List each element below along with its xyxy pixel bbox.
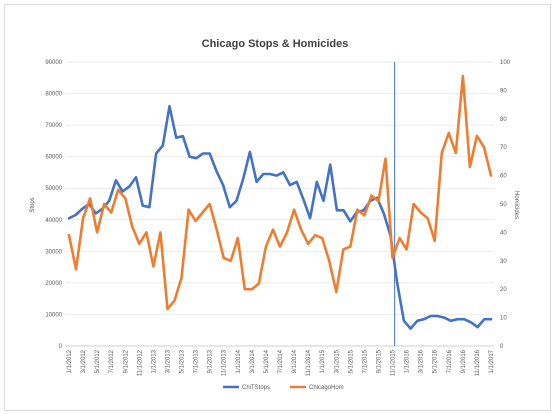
x-tick-label: 1/1/2014 (236, 349, 242, 373)
x-tick-label: 11/1/2014 (306, 349, 312, 376)
y-tick-label: 50000 (45, 186, 62, 192)
x-tick-label: 9/1/2012 (123, 349, 129, 373)
x-tick-label: 3/1/2013 (165, 349, 171, 373)
y2-tick-label: 20 (500, 287, 507, 293)
y-tick-label: 60000 (45, 155, 62, 161)
y2-tick-label: 40 (500, 230, 507, 236)
x-tick-label: 1/1/2012 (67, 349, 73, 373)
x-tick-label: 5/1/2014 (264, 349, 270, 373)
x-tick-label: 3/1/2014 (250, 349, 256, 373)
y-tick-label: 20000 (45, 281, 62, 287)
y2-tick-label: 80 (500, 117, 507, 123)
x-tick-label: 9/1/2014 (292, 349, 298, 373)
y2-tick-label: 70 (500, 145, 507, 151)
y2-tick-label: 60 (500, 174, 507, 180)
y-tick-label: 0 (59, 344, 63, 350)
x-tick-label: 1/1/2013 (151, 349, 157, 373)
y-axis-label: Stops (30, 197, 36, 212)
y2-tick-label: 30 (500, 259, 507, 265)
right-axis-ticks: 0 10 20 30 40 50 60 70 80 90 100 (500, 60, 511, 350)
series-line-ChicagoHom (67, 74, 493, 311)
y-tick-label: 40000 (45, 218, 62, 224)
x-tick-label: 5/1/2015 (348, 349, 354, 373)
x-tick-label: 1/1/2017 (489, 349, 495, 373)
chart-frame (4, 4, 551, 411)
y-tick-label: 10000 (45, 312, 62, 318)
x-tick-label: 1/1/2015 (320, 349, 326, 373)
y-tick-label: 80000 (45, 92, 62, 98)
series-lines (67, 74, 493, 330)
y2-tick-label: 100 (500, 60, 511, 66)
x-tick-label: 9/1/2015 (376, 349, 382, 373)
x-axis-ticks: 1/1/2012 3/1/2012 5/1/2012 7/1/2012 9/1/2012… (67, 349, 495, 376)
x-tick-label: 5/1/2012 (95, 349, 101, 373)
y-tick-label: 30000 (45, 249, 62, 255)
x-tick-label: 9/1/2016 (461, 349, 467, 373)
x-tick-label: 5/1/2016 (433, 349, 439, 373)
y2-axis-label: Homicides (513, 191, 519, 219)
x-tick-label: 3/1/2016 (419, 349, 425, 373)
y-tick-label: 90000 (45, 60, 62, 66)
x-tick-label: 7/1/2012 (109, 349, 115, 373)
legend-label: ChiTStops (242, 385, 270, 391)
x-tick-label: 9/1/2013 (208, 349, 214, 373)
y2-tick-label: 0 (500, 344, 504, 350)
x-tick-label: 11/1/2016 (475, 349, 481, 376)
x-tick-label: 7/1/2013 (194, 349, 200, 373)
gridlines (66, 61, 494, 347)
chart-title: Chicago Stops & Homicides (202, 38, 349, 50)
y-tick-label: 70000 (45, 123, 62, 129)
x-tick-label: 5/1/2013 (180, 349, 186, 373)
x-tick-label: 7/1/2016 (447, 349, 453, 373)
x-tick-label: 11/1/2012 (137, 349, 143, 376)
legend: ChiTStops ChicagoHom (223, 385, 344, 391)
y2-tick-label: 10 (500, 316, 507, 322)
x-tick-label: 11/1/2013 (222, 349, 228, 376)
x-tick-label: 11/1/2015 (391, 349, 397, 376)
x-tick-label: 1/1/2016 (405, 349, 411, 373)
series-line-ChiTStops (67, 104, 493, 330)
left-axis-ticks: 0 10000 20000 30000 40000 50000 60000 70000 8000… (45, 60, 62, 350)
y2-tick-label: 90 (500, 88, 507, 94)
y2-tick-label: 50 (500, 202, 507, 208)
legend-label: ChicagoHom (309, 385, 344, 391)
x-tick-label: 3/1/2015 (334, 349, 340, 373)
x-tick-label: 7/1/2014 (278, 349, 284, 373)
x-tick-label: 3/1/2012 (81, 349, 87, 373)
x-tick-label: 7/1/2015 (362, 349, 368, 373)
